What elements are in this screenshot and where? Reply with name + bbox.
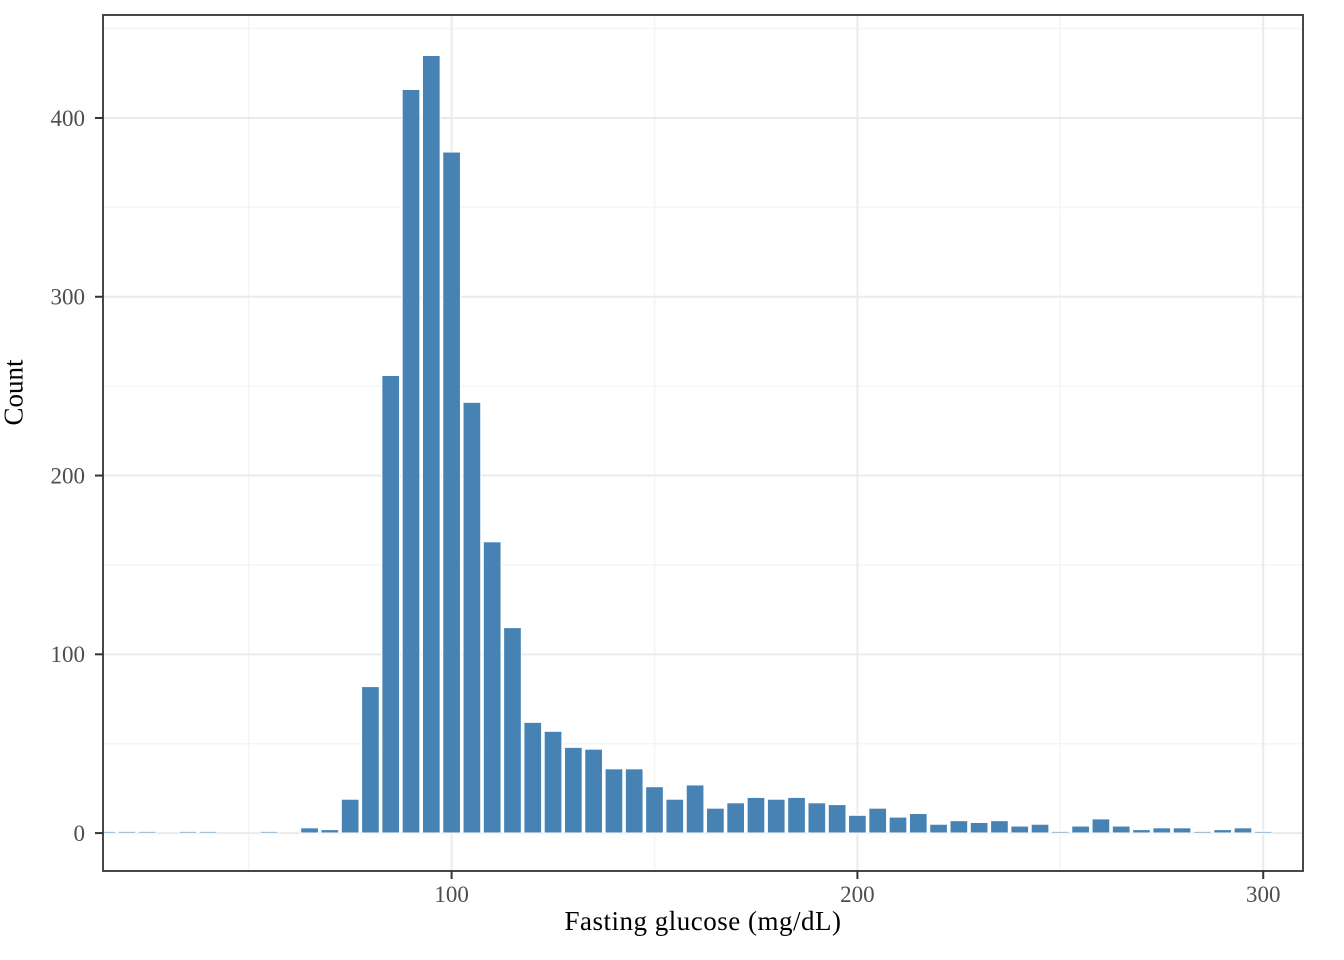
histogram-bar [786,796,807,834]
panel-border [102,14,1304,872]
histogram-bar [989,819,1009,834]
histogram-bar [543,730,563,834]
y-tick-label: 100 [51,642,86,667]
histogram-bar [1213,828,1233,834]
histogram-bar [1111,825,1131,834]
histogram-bar [340,798,360,834]
histogram-bar [137,830,157,834]
histogram-bar [908,812,928,834]
histogram-bar [1030,823,1050,834]
y-axis-title: Count [0,359,29,426]
histogram-bar [868,807,888,834]
histogram-bar [300,827,320,834]
x-axis-title: Fasting glucose (mg/dL) [564,906,842,936]
histogram-bar [117,830,137,834]
histogram-bar [1233,827,1253,834]
histogram-bar [1253,830,1273,834]
histogram-bar [807,802,827,834]
histogram-bar [1152,827,1172,834]
x-tick-label: 100 [434,882,469,907]
histogram-bar [584,748,604,834]
histogram-bar [665,798,685,834]
histogram-bar [1010,825,1030,834]
histogram-bar [685,784,705,834]
histogram-bar [523,721,543,834]
histogram-bar [320,828,340,834]
histogram-bar [198,830,218,834]
histogram-bar [888,816,908,834]
histogram-bar [103,830,117,834]
axis-ticks [95,116,1265,879]
histogram-bar [1091,818,1111,834]
histogram-bar [178,830,198,834]
x-tick-label: 200 [840,882,875,907]
histogram-bar [624,768,644,834]
histogram-bars [103,54,1273,834]
histogram-bar [401,88,421,834]
panel-background [103,15,1303,871]
histogram-bar [929,823,949,834]
histogram-bar [827,803,847,834]
histogram-bar [705,807,725,834]
y-tick-label: 0 [74,821,86,846]
axis-tick-labels: 100 200 300 0 100 200 300 400 [51,106,1281,907]
histogram-bar [766,798,786,834]
y-tick-label: 300 [51,285,86,310]
histogram-bar [1050,830,1070,834]
histogram-bar [462,401,482,834]
x-tick-label: 300 [1246,882,1281,907]
histogram-bar [563,746,583,834]
histogram-bar [482,541,502,834]
histogram-bar [259,830,279,834]
histogram-bar [1131,828,1152,834]
y-tick-label: 400 [51,106,86,131]
histogram-bar [442,151,462,834]
histogram-bar [847,814,867,834]
histogram-bar [644,786,665,834]
y-tick-label: 200 [51,463,86,488]
histogram-bar [726,802,746,834]
histogram-bar [604,768,624,834]
histogram-bar [421,54,441,834]
histogram-bar [1172,827,1192,834]
histogram-bar [360,685,380,834]
histogram-bar [1071,825,1091,834]
histogram-bar [381,374,401,834]
histogram-bar [746,796,766,834]
histogram-bar [1192,830,1212,834]
histogram-bar [949,819,969,834]
histogram-bar [502,626,523,834]
histogram-bar [969,821,989,834]
